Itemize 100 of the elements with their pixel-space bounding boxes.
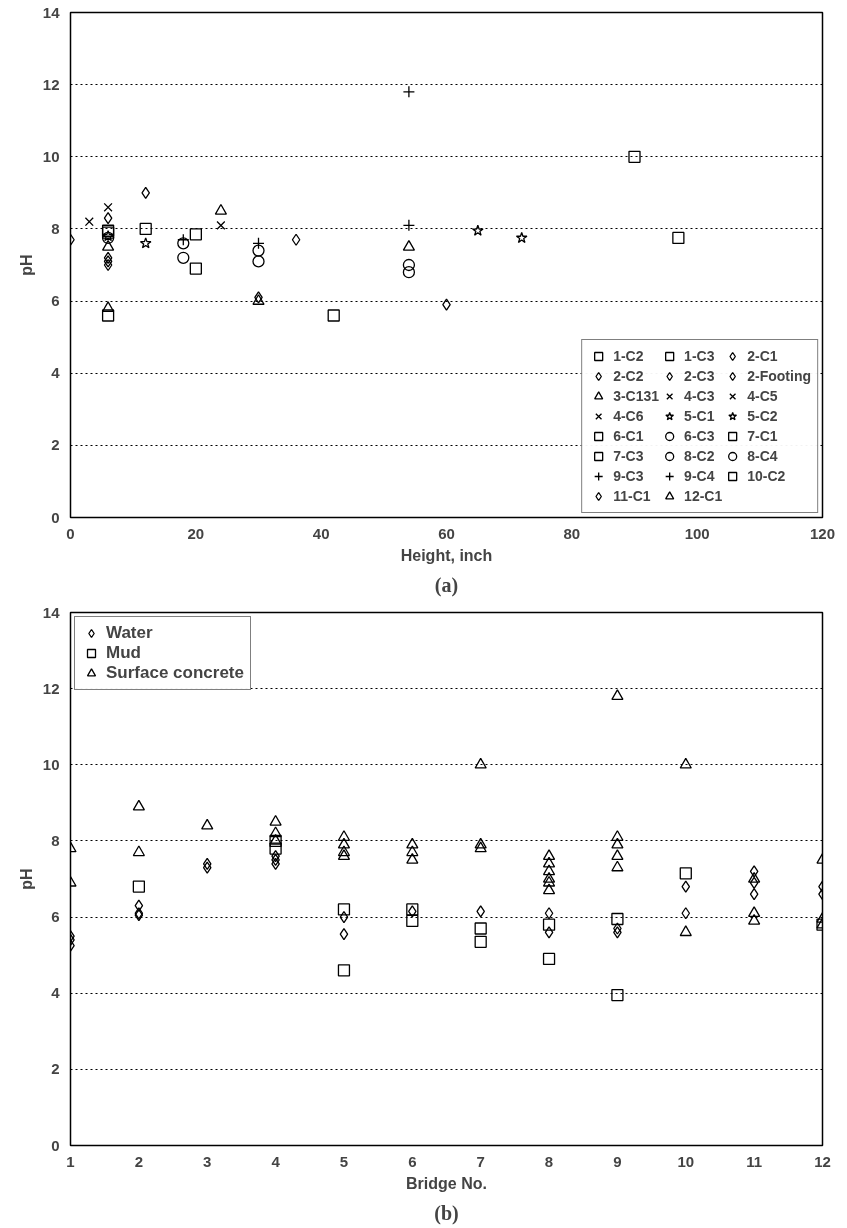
point — [747, 906, 761, 918]
point — [337, 903, 351, 916]
point — [177, 251, 190, 264]
legend-label: 4-C3 — [684, 387, 715, 406]
legend-label: 2-C3 — [684, 367, 715, 386]
point — [139, 237, 152, 249]
point — [139, 222, 152, 236]
x-tick-label: 9 — [613, 1152, 622, 1170]
point — [337, 845, 351, 857]
x-tick-label: 80 — [563, 524, 581, 542]
point — [269, 814, 282, 826]
point — [252, 294, 265, 305]
legend-label: 5-C1 — [684, 407, 715, 426]
point — [672, 231, 685, 245]
point — [252, 244, 265, 257]
point — [679, 867, 692, 880]
x-tick-label: 5 — [339, 1152, 349, 1170]
point — [339, 910, 349, 924]
point — [337, 849, 351, 860]
x-tick-label: 120 — [809, 524, 836, 542]
point — [269, 842, 282, 855]
point — [542, 875, 556, 887]
point — [84, 217, 94, 227]
point — [542, 864, 556, 876]
point — [337, 837, 351, 849]
point — [134, 899, 144, 912]
point — [103, 258, 113, 272]
point — [101, 301, 115, 313]
point — [747, 913, 761, 925]
point — [141, 186, 151, 200]
point — [252, 255, 265, 268]
point — [474, 757, 487, 769]
y-tick-label: 0 — [51, 1136, 60, 1154]
x-tick-label: 1 — [66, 1152, 75, 1170]
legend-label: 10-C2 — [747, 467, 786, 486]
point — [103, 255, 113, 268]
point — [747, 872, 761, 883]
x-tick-label: 20 — [187, 524, 205, 542]
y-axis-title: pH — [17, 254, 35, 276]
point — [542, 952, 556, 966]
legend-label: 11-C1 — [613, 487, 651, 506]
point — [339, 928, 349, 941]
legend-label: 7-C3 — [613, 447, 644, 466]
point — [611, 837, 624, 849]
legend-label: 12-C1 — [684, 487, 723, 506]
legend-label: 6-C1 — [613, 427, 644, 446]
point — [216, 220, 226, 230]
point — [611, 849, 624, 860]
y-tick-label: 10 — [42, 147, 60, 165]
y-tick-label: 8 — [51, 831, 60, 849]
point — [402, 258, 416, 272]
legend-label: 9-C3 — [613, 467, 644, 486]
point — [474, 935, 487, 948]
point — [749, 865, 759, 878]
point — [474, 837, 487, 849]
x-axis-title: Bridge No. — [406, 1174, 487, 1192]
x-tick-label: 3 — [203, 1152, 212, 1170]
y-tick-label: 8 — [51, 219, 60, 237]
y-tick-label: 4 — [51, 984, 61, 1002]
point — [337, 964, 351, 977]
legend-label: 8-C2 — [684, 447, 715, 466]
point — [103, 211, 113, 225]
point — [611, 988, 624, 1002]
y-axis-title: pH — [17, 868, 35, 890]
point — [337, 830, 351, 841]
point — [471, 224, 484, 236]
y-tick-label: 14 — [42, 3, 61, 21]
x-tick-label: 6 — [408, 1152, 417, 1170]
point — [611, 689, 624, 701]
y-tick-label: 12 — [42, 75, 60, 93]
y-tick-label: 6 — [51, 908, 60, 926]
y-tick-label: 4 — [51, 364, 61, 382]
text: (a) — [434, 573, 459, 597]
point — [542, 849, 556, 860]
legend-label: 4-C6 — [613, 407, 644, 426]
legend-label: 4-C5 — [747, 387, 778, 406]
x-tick-label: 60 — [438, 524, 455, 542]
point — [132, 799, 146, 811]
point — [327, 309, 340, 322]
point — [402, 239, 416, 251]
legend-label: Water — [106, 623, 153, 643]
legend-label: 2-C1 — [747, 347, 778, 366]
point — [189, 262, 202, 275]
point — [679, 925, 692, 937]
x-tick-label: 11 — [746, 1152, 763, 1170]
point — [681, 907, 691, 920]
point — [202, 857, 212, 870]
legend-label: 7-C1 — [747, 427, 778, 446]
point — [214, 203, 228, 215]
point — [542, 872, 556, 883]
y-tick-label: 6 — [51, 292, 60, 310]
point — [132, 845, 146, 857]
x-tick-label: 0 — [66, 524, 75, 542]
legend-label: 1-C3 — [684, 347, 715, 366]
legend-label: 2-Footing — [747, 367, 811, 386]
legend-label: 8-C4 — [747, 447, 778, 466]
point — [103, 202, 113, 212]
point — [406, 914, 419, 928]
point — [681, 880, 691, 893]
x-tick-label: 8 — [544, 1152, 554, 1170]
